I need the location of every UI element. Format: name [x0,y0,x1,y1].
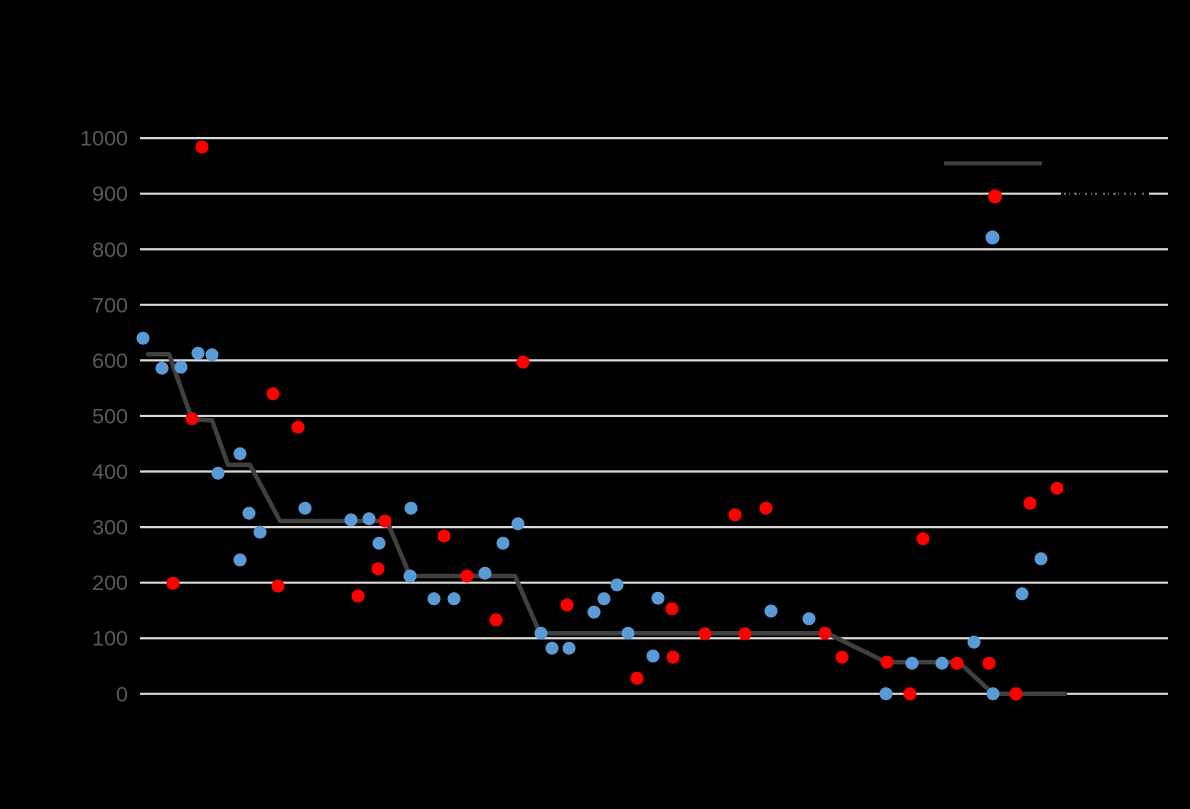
data-point-blue [233,447,247,461]
data-point-blue [155,361,169,375]
data-point-red [166,576,180,590]
y-axis-tick-labels: 0 100 200 300 400 500 600 700 800 900 1000 [80,127,128,707]
data-point-red [371,562,385,576]
data-point-red [728,508,742,522]
blue-scatter-series [136,331,1048,701]
data-point-blue [610,578,624,592]
data-point-blue [427,592,441,606]
y-tick-label: 800 [92,238,128,262]
data-point-blue [587,605,601,619]
data-point-blue [534,626,548,640]
data-point-blue [205,348,219,362]
data-point-red [818,626,832,640]
data-point-red [982,656,996,670]
legend-blue-marker-icon [985,230,1000,245]
data-point-blue [621,626,635,640]
step-line [145,352,1068,697]
data-point-blue [511,517,525,531]
data-point-blue [242,506,256,520]
data-point-blue [967,635,981,649]
data-point-red [665,602,679,616]
data-point-blue [496,536,510,550]
data-point-red [903,687,917,701]
data-point-blue [545,641,559,655]
data-point-blue [253,525,267,539]
data-point-blue [298,501,312,515]
data-point-red [1023,496,1037,510]
data-point-blue [935,656,949,670]
data-point-red [437,529,451,543]
data-point-red [460,569,474,583]
data-point-blue [174,360,188,374]
data-point-blue [802,612,816,626]
legend-red-marker-icon [988,189,1002,204]
data-point-blue [646,649,660,663]
y-tick-label: 500 [92,404,128,428]
data-point-red [489,613,503,627]
data-point-red [1050,481,1064,495]
data-point-blue [362,512,376,526]
data-point-blue [404,501,418,515]
data-point-red [1009,687,1023,701]
data-point-red [880,655,894,669]
data-point-blue [986,687,1000,701]
data-point-red [759,501,773,515]
data-point-blue [905,656,919,670]
data-point-blue [344,513,358,527]
y-tick-label: 0 [116,682,128,706]
data-point-blue [136,331,150,345]
gridlines [140,137,1168,695]
data-point-red [560,598,574,612]
y-tick-label: 600 [92,349,128,373]
data-point-red [291,420,305,434]
data-point-blue [1015,587,1029,601]
legend [944,161,1149,245]
data-point-red [378,514,392,528]
data-point-blue [879,687,893,701]
y-tick-label: 1000 [80,127,128,151]
y-tick-label: 900 [92,182,128,206]
data-point-red [698,627,712,641]
y-tick-label: 400 [92,460,128,484]
data-point-blue [191,346,205,360]
y-tick-label: 300 [92,516,128,540]
data-point-blue [1034,552,1048,566]
data-point-blue [372,536,386,550]
data-point-blue [233,553,247,567]
red-scatter-series [166,140,1064,701]
data-point-blue [478,566,492,580]
data-point-red [630,671,644,685]
data-point-blue [597,592,611,606]
data-point-blue [651,591,665,605]
data-point-red [950,656,964,670]
data-point-red [516,355,530,369]
y-tick-label: 100 [92,627,128,651]
data-point-red [351,589,365,603]
data-point-blue [562,641,576,655]
data-point-red [271,579,285,593]
data-point-blue [211,466,225,480]
data-point-red [666,650,680,664]
y-tick-label: 200 [92,571,128,595]
y-tick-label: 700 [92,293,128,317]
data-point-blue [447,592,461,606]
data-point-blue [403,569,417,583]
data-point-red [835,650,849,664]
step-line-series [145,352,1068,697]
data-point-red [195,140,209,154]
data-point-red [185,412,199,426]
data-point-red [916,532,930,546]
data-point-blue [764,604,778,618]
data-point-red [266,387,280,401]
data-point-red [738,627,752,641]
